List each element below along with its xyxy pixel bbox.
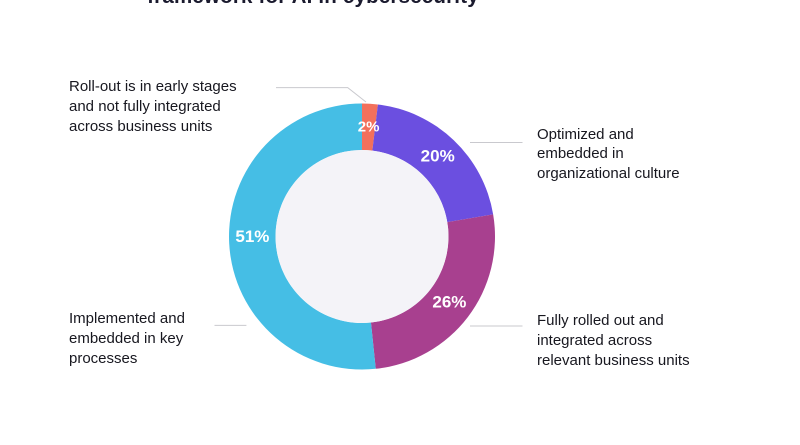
svg-text:2%: 2% (358, 118, 380, 135)
svg-text:51%: 51% (235, 227, 269, 246)
svg-text:26%: 26% (432, 292, 466, 311)
svg-text:20%: 20% (421, 147, 455, 166)
